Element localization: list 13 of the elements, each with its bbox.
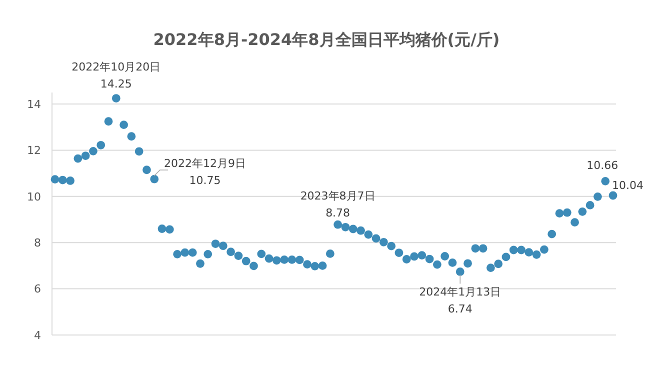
annotation: 2022年12月9日 10.75 <box>164 157 246 187</box>
y-tick-label: 6 <box>34 282 41 296</box>
y-tick-label: 8 <box>34 236 41 250</box>
y-tick-label: 4 <box>34 328 41 342</box>
y-tick-label: 10 <box>27 190 41 204</box>
annotation: 10.04 <box>612 179 644 192</box>
annotation: 10.66 <box>586 159 618 172</box>
y-tick-label: 14 <box>27 98 41 111</box>
annotation: 2023年8月7日 8.78 <box>300 190 376 220</box>
annotation: 2022年10月20日 14.25 <box>72 60 161 90</box>
chart-title: 2022年8月-2024年8月全国日平均猪价(元/斤) <box>153 30 500 49</box>
y-tick-label: 12 <box>27 144 41 158</box>
annotation: 2024年1月13日 6.74 <box>419 286 502 316</box>
